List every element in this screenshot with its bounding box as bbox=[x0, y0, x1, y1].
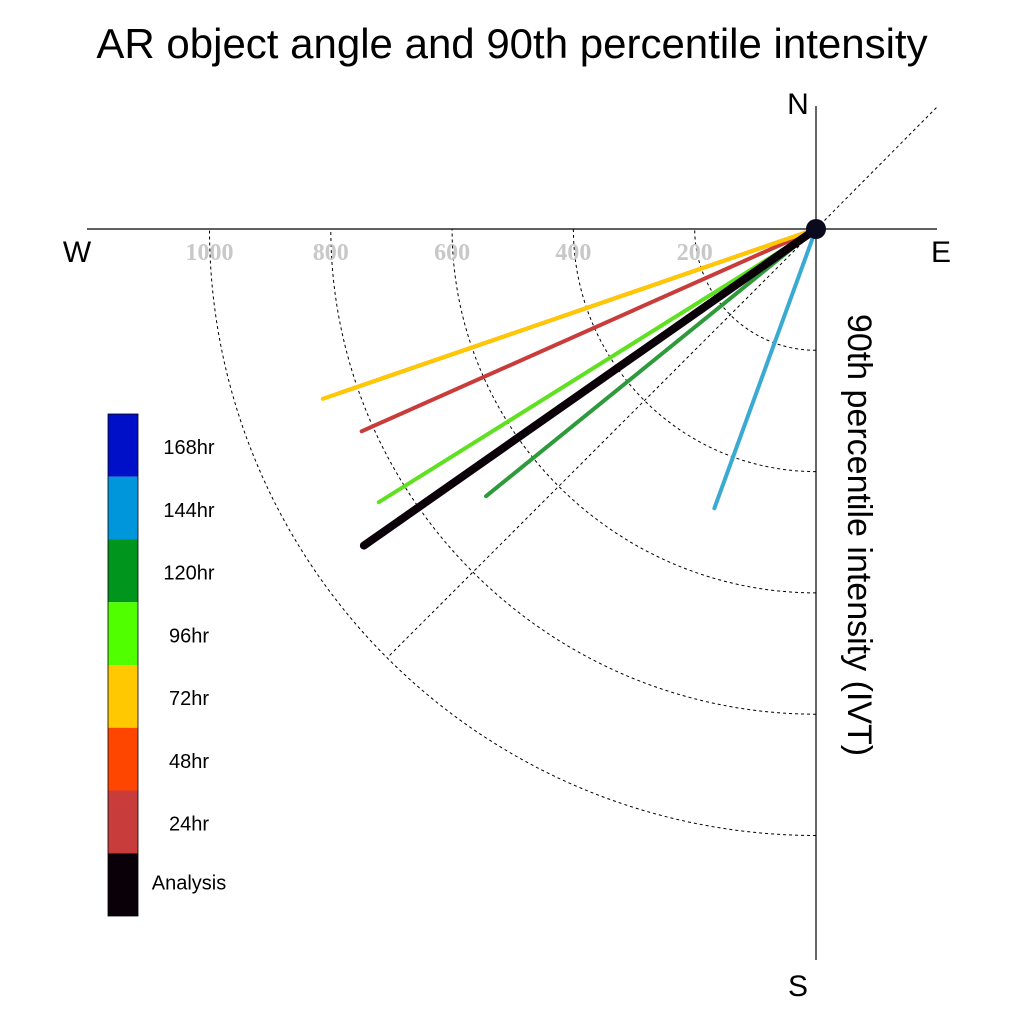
legend-swatch bbox=[108, 602, 138, 665]
legend-label: Analysis bbox=[152, 872, 226, 894]
origin-marker bbox=[806, 219, 826, 239]
radial-tick-label: 1000 bbox=[186, 240, 234, 266]
legend-border bbox=[107, 413, 139, 917]
radial-tick-label: 200 bbox=[677, 240, 713, 266]
compass-south: S bbox=[788, 970, 808, 1003]
grid-arc bbox=[694, 228, 817, 351]
legend-swatch bbox=[108, 414, 138, 477]
intensity-vectors bbox=[320, 225, 820, 550]
radial-tick-label: 400 bbox=[555, 240, 591, 266]
legend: 168hr 144hr 120hr 96hr 72hr 48hr 24hr Analysis bbox=[107, 413, 226, 917]
vector-72hr bbox=[320, 227, 818, 401]
compass-east: E bbox=[931, 236, 951, 269]
radial-tick-labels: 200 400 600 800 1000 bbox=[186, 240, 713, 266]
legend-label: 48hr bbox=[169, 751, 209, 773]
vector-24hr bbox=[359, 227, 818, 434]
legend-swatch bbox=[108, 853, 138, 916]
vector-96hr bbox=[376, 227, 818, 505]
polar-grid bbox=[209, 228, 817, 836]
compass-west: W bbox=[63, 236, 92, 269]
compass-north: N bbox=[787, 88, 809, 121]
grid-arc bbox=[451, 228, 817, 594]
chart-title: AR object angle and 90th percentile inte… bbox=[96, 20, 927, 67]
legend-swatch bbox=[108, 539, 138, 603]
legend-swatch bbox=[108, 476, 138, 540]
legend-label: 144hr bbox=[163, 500, 214, 522]
y-axis-label: 90th percentile intensity (IVT) bbox=[840, 314, 878, 756]
vector-analysis bbox=[359, 225, 820, 550]
vector-120hr bbox=[484, 227, 818, 499]
legend-label: 120hr bbox=[163, 563, 214, 585]
legend-swatch bbox=[108, 727, 138, 791]
vector-144hr bbox=[712, 227, 818, 511]
legend-swatch bbox=[108, 665, 138, 728]
grid-arc bbox=[330, 228, 817, 715]
grid-arc bbox=[572, 228, 817, 473]
legend-label: 96hr bbox=[169, 625, 209, 647]
legend-swatch bbox=[108, 790, 138, 854]
legend-label: 72hr bbox=[169, 688, 209, 710]
radial-tick-label: 600 bbox=[434, 240, 470, 266]
legend-label: 24hr bbox=[169, 814, 209, 836]
southwest-diagonal bbox=[386, 228, 817, 659]
northeast-diagonal bbox=[815, 106, 938, 230]
legend-label: 168hr bbox=[163, 437, 214, 459]
radial-tick-label: 800 bbox=[313, 240, 349, 266]
